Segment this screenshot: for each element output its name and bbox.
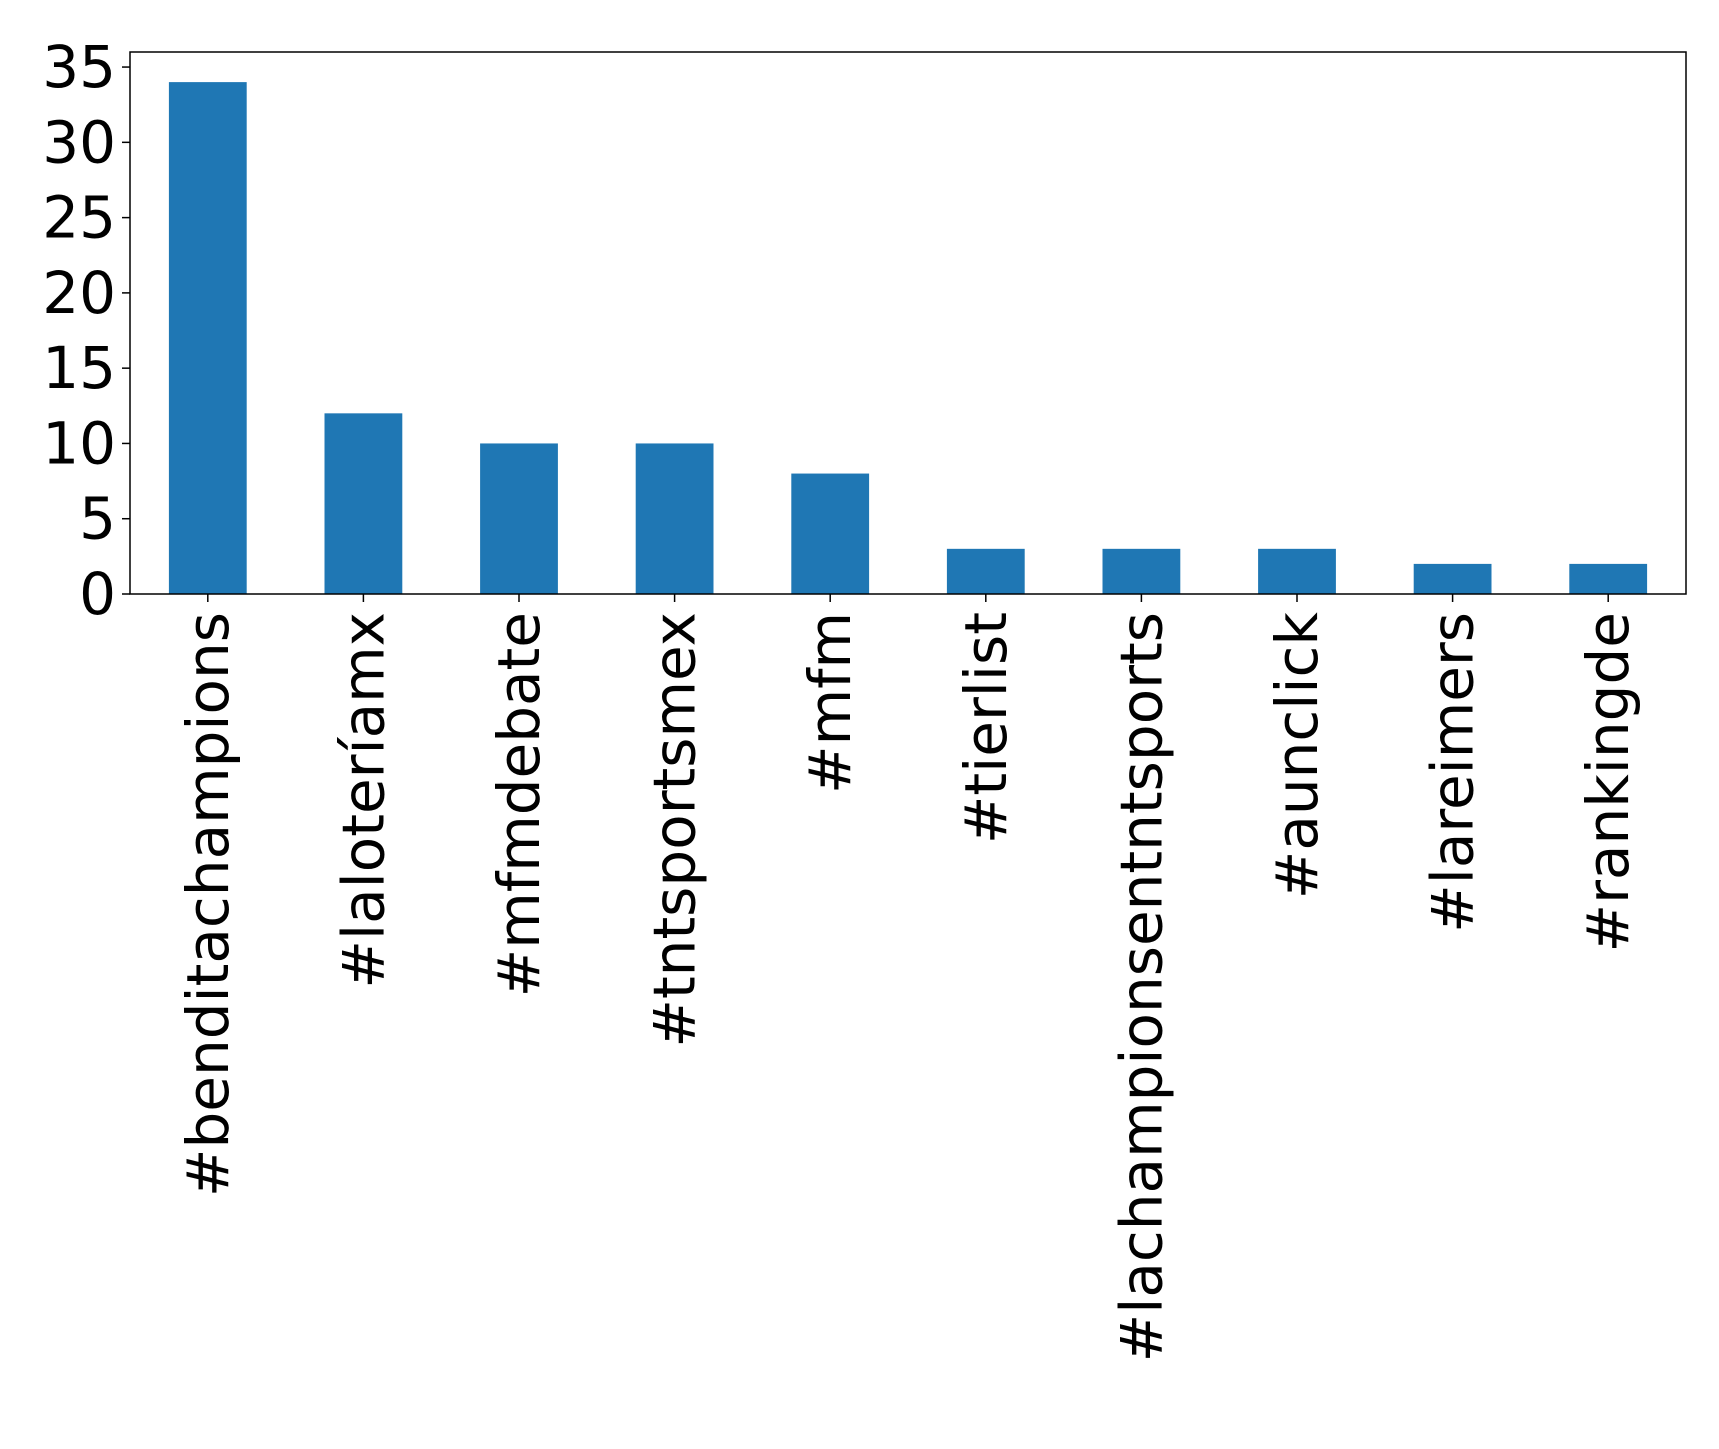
x-tick-label-3: #tntsportsmex — [641, 612, 709, 1048]
bar-5 — [946, 548, 1025, 594]
x-tick-label-1: #laloteríamx — [329, 612, 397, 989]
bar-7 — [1258, 548, 1336, 594]
bar-2 — [480, 443, 558, 594]
bar-4 — [791, 473, 870, 594]
x-tick-label-9: #rankingde — [1574, 612, 1642, 953]
x-tick-label-7: #aunclick — [1263, 612, 1331, 900]
x-tick-label-4: #mfm — [796, 612, 864, 794]
y-tick-label-4: 20 — [42, 259, 116, 327]
y-tick-label-7: 35 — [42, 33, 116, 101]
x-tick-label-8: #lareimers — [1419, 612, 1487, 933]
bars-group — [168, 82, 1648, 594]
y-tick-label-5: 25 — [42, 184, 116, 252]
y-axis-ticks: 0 5 10 15 20 25 30 35 — [42, 33, 130, 628]
bar-1 — [324, 413, 403, 594]
bar-6 — [1102, 548, 1181, 594]
x-tick-label-5: #tierlist — [952, 612, 1020, 844]
x-tick-label-0: #benditachampions — [174, 612, 242, 1197]
y-tick-label-0: 0 — [79, 560, 116, 628]
y-tick-label-3: 15 — [42, 334, 116, 402]
y-tick-label-1: 5 — [79, 485, 116, 553]
bar-3 — [635, 443, 714, 594]
x-axis-ticks: #benditachampions #laloteríamx #mfmdebate #… — [174, 594, 1642, 1362]
x-tick-label-6: #lachampionsentntsports — [1107, 612, 1175, 1362]
x-tick-label-2: #mfmdebate — [485, 612, 553, 997]
bar-9 — [1569, 563, 1648, 594]
y-tick-label-2: 10 — [42, 409, 116, 477]
bar-0 — [168, 82, 247, 594]
bar-8 — [1413, 563, 1492, 594]
y-tick-label-6: 30 — [42, 108, 116, 176]
plot-frame — [129, 51, 1687, 595]
